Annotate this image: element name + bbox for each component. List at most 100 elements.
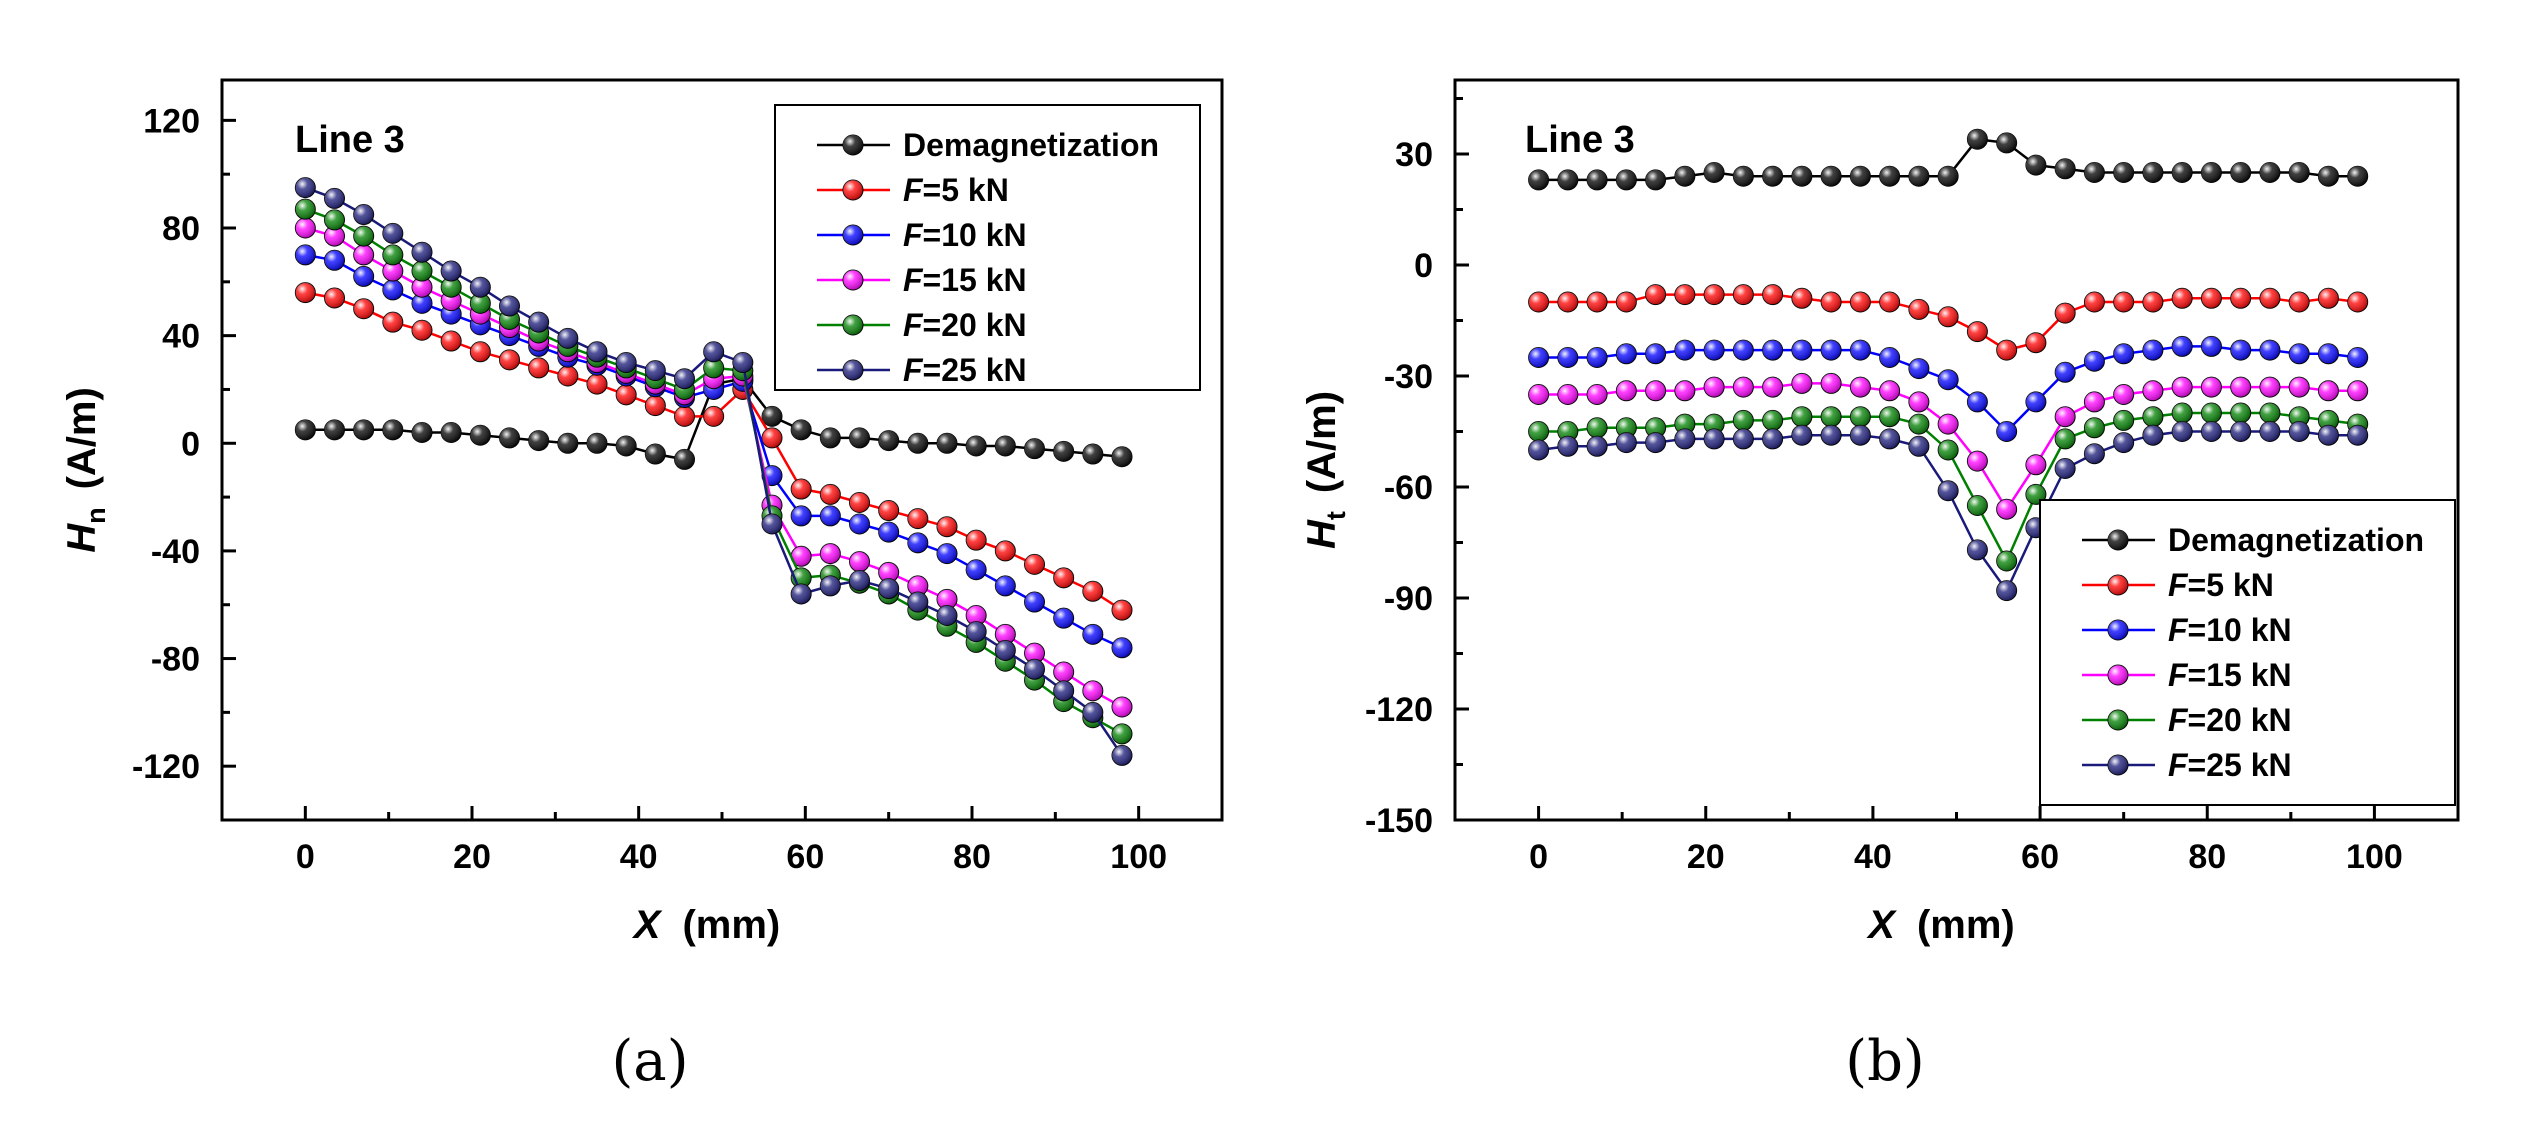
data-point-shade <box>995 575 1016 596</box>
legend-label-var: F <box>2168 747 2189 783</box>
data-point-shade <box>937 605 957 626</box>
data-point-shade <box>1112 600 1132 621</box>
x-axis-label: X (mm) <box>632 903 780 947</box>
data-point-shade <box>878 578 899 599</box>
legend-marker-shade <box>843 270 863 290</box>
data-point-shade <box>703 341 724 362</box>
data-point-shade <box>2347 166 2368 187</box>
data-point-shade <box>674 449 695 470</box>
x-tick-label: 0 <box>1529 838 1548 876</box>
data-point-shade <box>1616 417 1637 438</box>
data-point-shade <box>2172 403 2193 423</box>
data-point-shade <box>791 546 812 567</box>
data-point-shade <box>2142 406 2163 427</box>
data-point-shade <box>820 543 841 564</box>
data-point-shade <box>1704 162 1725 183</box>
data-point-shade <box>324 188 345 209</box>
legend-label-var: F <box>903 262 924 298</box>
data-point-shade <box>937 543 957 564</box>
legend-label-var: F <box>903 352 924 388</box>
y-tick-label: -80 <box>151 641 200 679</box>
data-point-shade <box>528 312 549 333</box>
data-point-shade <box>1850 377 1871 398</box>
data-point-shade <box>382 312 403 333</box>
data-point-shade <box>2142 292 2163 312</box>
data-point-shade <box>2172 288 2193 309</box>
data-point-shade <box>878 562 899 583</box>
data-point-shade <box>324 419 345 440</box>
legend-label: F=20 kN <box>2168 702 2292 738</box>
legend-label-var: F <box>2168 657 2189 693</box>
y-tick-label: -30 <box>1384 358 1433 396</box>
data-point-shade <box>382 244 403 265</box>
legend-label-var: F <box>903 307 924 343</box>
data-point-shade <box>2230 288 2251 309</box>
data-point-shade <box>1967 391 1988 412</box>
legend-label-text: =10 kN <box>2188 612 2292 648</box>
data-point-shade <box>499 349 520 370</box>
data-point-shade <box>645 395 666 416</box>
data-point-shade <box>441 277 462 298</box>
legend-label-text: Demagnetization <box>903 127 1159 163</box>
data-point-shade <box>1674 340 1695 361</box>
data-point-shade <box>907 508 928 529</box>
legend-marker-shade <box>2108 620 2128 640</box>
data-point-shade <box>2025 391 2046 412</box>
data-point-shade <box>412 422 432 443</box>
data-point-shade <box>849 427 870 448</box>
legend-label: F=10 kN <box>2168 612 2292 648</box>
data-point-shade <box>2347 425 2368 446</box>
data-point-shade <box>528 430 549 451</box>
data-point-shade <box>1733 410 1754 431</box>
data-point-shade <box>295 244 316 265</box>
data-point-shade <box>966 605 987 626</box>
data-point-shade <box>849 514 870 534</box>
legend-label-text: =5 kN <box>923 172 1009 208</box>
data-point-shade <box>616 384 637 405</box>
data-point-shade <box>1587 169 1608 190</box>
data-point-shade <box>2055 428 2076 449</box>
data-point-shade <box>2347 292 2368 312</box>
data-point-shade <box>1762 428 1783 449</box>
data-point-shade <box>966 621 987 642</box>
data-point-shade <box>1704 377 1725 398</box>
data-point-shade <box>2084 391 2105 412</box>
chart-panel-a: 0 20 40 60 80 100 -120 -80 -40 0 40 80 120 X (mm) Hn (A/… <box>60 78 1224 1094</box>
data-point-shade <box>2201 421 2222 442</box>
y-axis-label: Ht (A/m) <box>1300 391 1351 549</box>
data-point-shade <box>2259 377 2280 398</box>
data-point-shade <box>1908 414 1929 435</box>
data-point-shade <box>1587 292 1608 312</box>
data-point-shade <box>1879 380 1900 401</box>
legend-box <box>2039 499 2456 806</box>
legend-label-var: F <box>2168 567 2189 603</box>
data-point-shade <box>2025 454 2046 475</box>
data-point-shade <box>1908 436 1929 457</box>
data-point-shade <box>1024 438 1045 459</box>
data-point-shade <box>2113 343 2134 364</box>
data-point-shade <box>1674 414 1695 435</box>
data-point-shade <box>2318 288 2339 309</box>
legend-marker-shade <box>2108 575 2128 595</box>
data-point-shade <box>1704 428 1725 449</box>
data-point-shade <box>1821 340 1842 361</box>
data-point-shade <box>645 360 666 381</box>
data-point-shade <box>2230 340 2251 361</box>
data-point-shade <box>1587 384 1608 405</box>
x-axis-label: X (mm) <box>1866 903 2014 947</box>
data-point-shade <box>2084 351 2105 372</box>
data-point-shade <box>1996 340 2017 361</box>
data-point-shade <box>878 500 899 521</box>
data-point-shade <box>1879 428 1900 449</box>
data-point-shade <box>1967 495 1988 516</box>
legend-marker-shade <box>843 135 863 155</box>
data-point-shade <box>382 223 403 244</box>
data-point-shade <box>1053 662 1074 682</box>
data-point-shade <box>2142 380 2163 401</box>
data-point-shade <box>1704 414 1725 435</box>
data-point-shade <box>2084 162 2105 183</box>
data-point-shade <box>1557 292 1578 312</box>
data-point-shade <box>937 589 957 610</box>
data-point-shade <box>1762 340 1783 361</box>
data-point-shade <box>1850 406 1871 427</box>
